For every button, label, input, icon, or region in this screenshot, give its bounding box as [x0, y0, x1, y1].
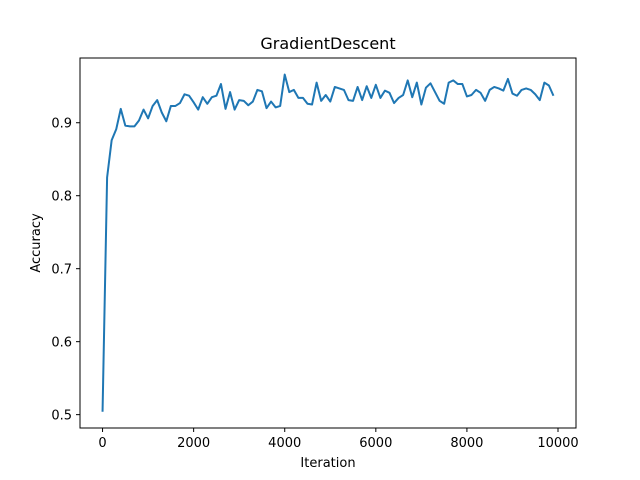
- x-axis-ticks: 0 2000 4000 6000 8000 10000: [98, 428, 579, 451]
- y-tick-label: 0.8: [51, 190, 72, 205]
- y-axis-ticks: 0.5 0.6 0.7 0.8 0.9: [51, 117, 80, 424]
- plot-frame: [79, 57, 577, 429]
- x-axis-label: Iteration: [300, 456, 355, 471]
- x-tick-label: 2000: [177, 436, 210, 451]
- accuracy-line: [101, 73, 555, 412]
- chart-title: GradientDescent: [260, 34, 395, 53]
- y-tick-label: 0.5: [51, 409, 72, 424]
- x-tick-label: 4000: [268, 436, 301, 451]
- y-tick-label: 0.6: [51, 336, 72, 351]
- y-tick-label: 0.7: [51, 263, 72, 278]
- x-tick-label: 10000: [537, 436, 578, 451]
- y-axis-label: Accuracy: [29, 213, 44, 273]
- x-tick-label: 8000: [450, 436, 483, 451]
- x-tick-label: 6000: [359, 436, 392, 451]
- plot-area: [101, 73, 555, 412]
- x-tick-label: 0: [98, 436, 106, 451]
- y-tick-label: 0.9: [51, 117, 72, 132]
